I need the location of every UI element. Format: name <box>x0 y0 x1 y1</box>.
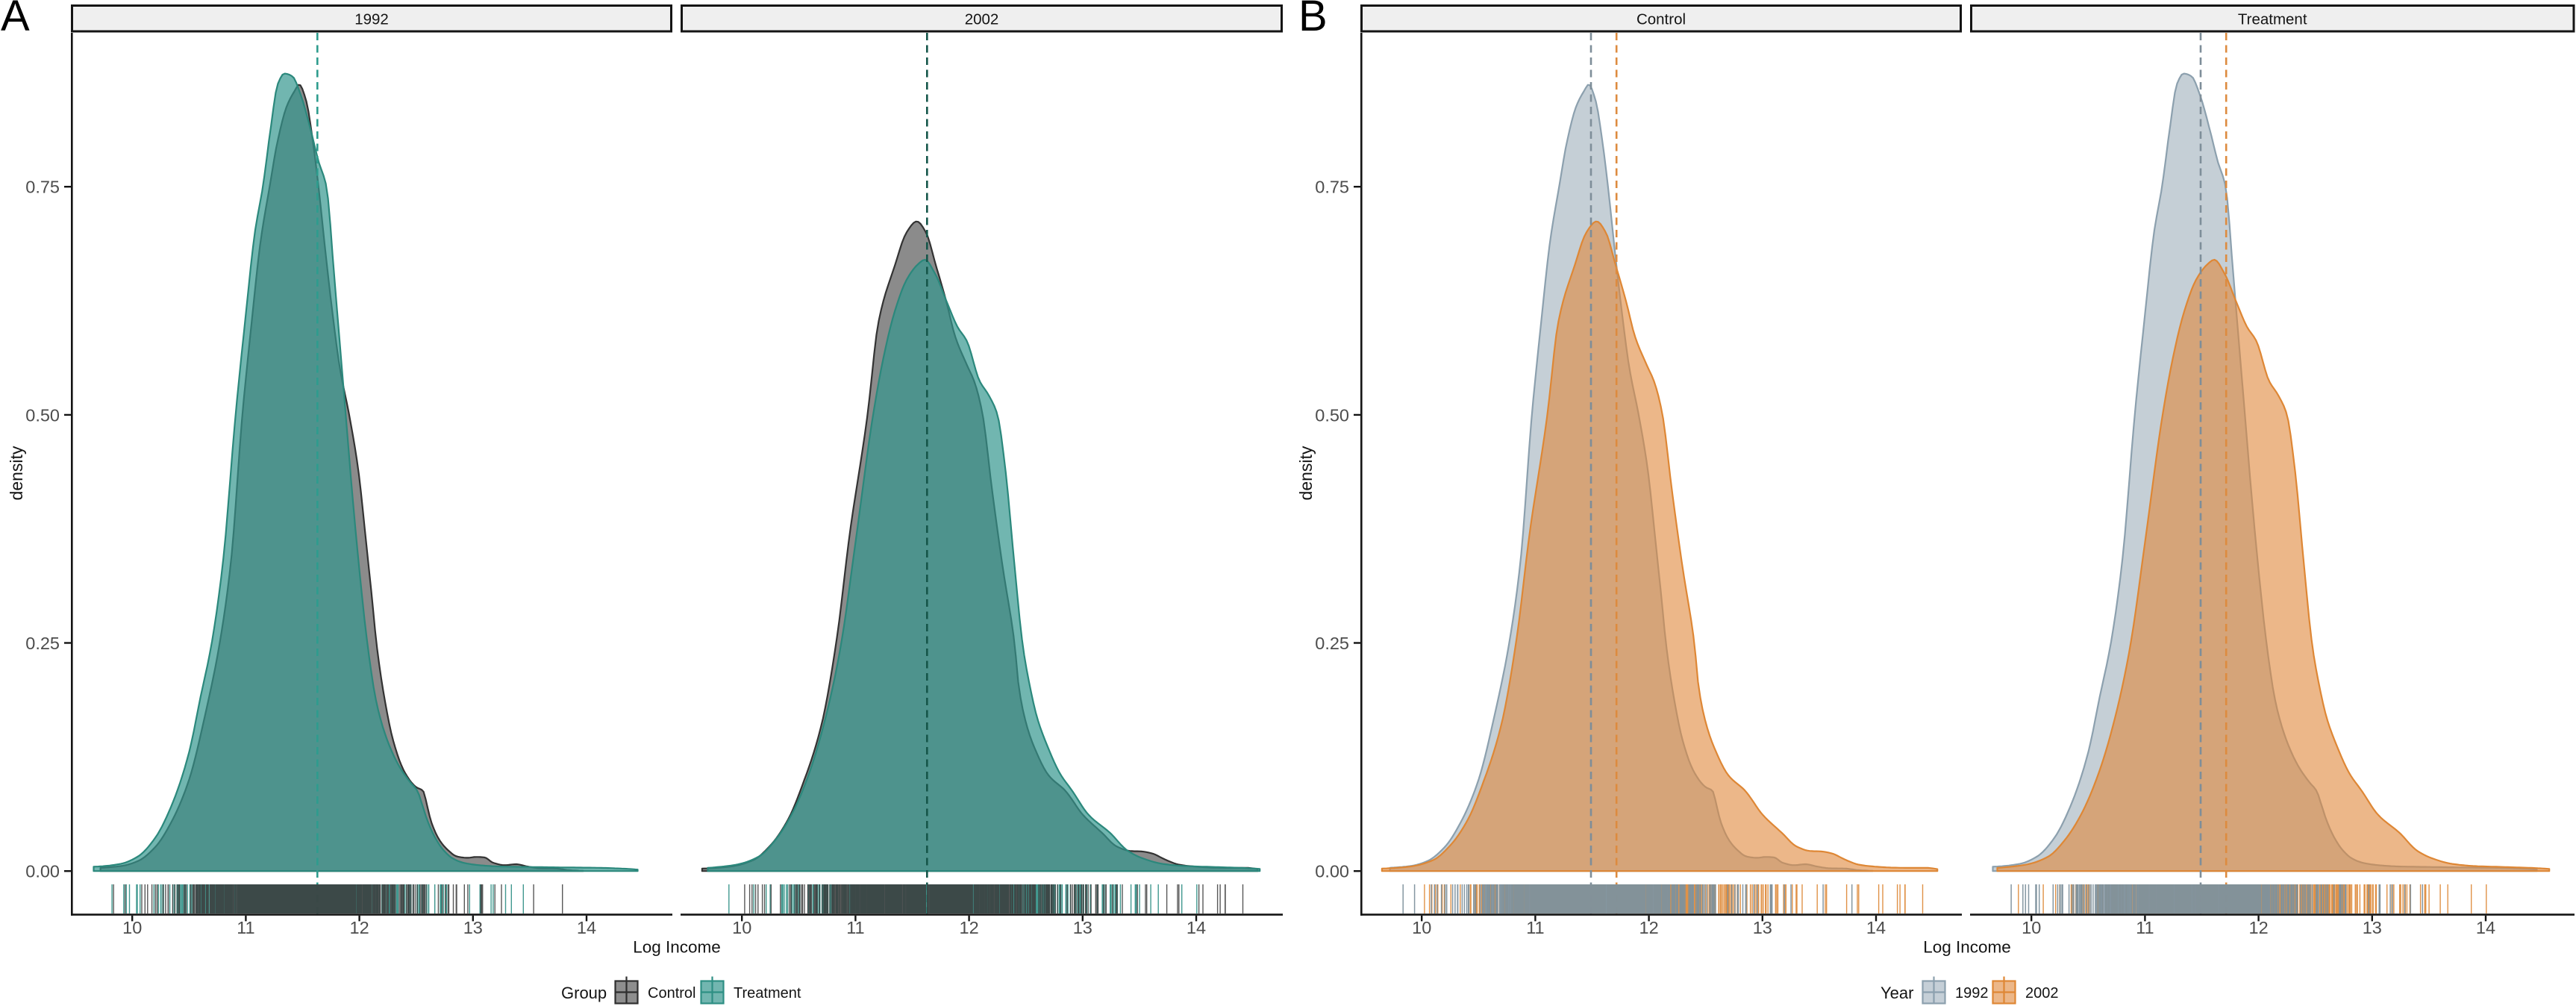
svg-text:density: density <box>1296 446 1316 500</box>
svg-text:14: 14 <box>1866 918 1886 937</box>
svg-text:0.50: 0.50 <box>1315 405 1349 425</box>
svg-text:13: 13 <box>463 918 483 937</box>
svg-text:B: B <box>1298 0 1328 40</box>
svg-text:14: 14 <box>2476 918 2495 937</box>
svg-text:0.00: 0.00 <box>1315 862 1349 881</box>
svg-text:0.75: 0.75 <box>1315 178 1349 197</box>
svg-text:14: 14 <box>577 918 596 937</box>
svg-text:0.00: 0.00 <box>25 862 60 881</box>
svg-text:2002: 2002 <box>2025 985 2059 1002</box>
svg-text:0.25: 0.25 <box>25 634 60 653</box>
svg-text:Treatment: Treatment <box>734 985 801 1002</box>
svg-text:A: A <box>1 0 30 40</box>
svg-text:0.75: 0.75 <box>25 178 60 197</box>
svg-text:14: 14 <box>1187 918 1206 937</box>
svg-text:13: 13 <box>1753 918 1772 937</box>
svg-text:Log Income: Log Income <box>633 938 721 957</box>
svg-text:11: 11 <box>2136 918 2154 937</box>
svg-text:11: 11 <box>1526 918 1544 937</box>
svg-text:Treatment: Treatment <box>2238 11 2307 28</box>
svg-text:11: 11 <box>237 918 254 937</box>
svg-text:13: 13 <box>2363 918 2382 937</box>
svg-text:Control: Control <box>648 985 695 1002</box>
svg-text:Group: Group <box>561 984 607 1002</box>
svg-text:0.25: 0.25 <box>1315 634 1349 653</box>
svg-text:10: 10 <box>1412 918 1431 937</box>
svg-text:10: 10 <box>122 918 142 937</box>
svg-text:0.50: 0.50 <box>25 405 60 425</box>
svg-text:Control: Control <box>1636 11 1686 28</box>
svg-text:12: 12 <box>350 918 369 937</box>
svg-text:11: 11 <box>846 918 864 937</box>
svg-text:12: 12 <box>960 918 979 937</box>
svg-text:10: 10 <box>732 918 751 937</box>
svg-text:12: 12 <box>2249 918 2269 937</box>
svg-text:density: density <box>7 446 26 500</box>
svg-text:Year: Year <box>1881 984 1913 1002</box>
svg-text:13: 13 <box>1073 918 1092 937</box>
svg-text:12: 12 <box>1639 918 1659 937</box>
svg-text:2002: 2002 <box>965 11 999 28</box>
svg-text:Log Income: Log Income <box>1923 938 2011 957</box>
svg-text:10: 10 <box>2022 918 2041 937</box>
svg-text:1992: 1992 <box>354 11 389 28</box>
svg-text:1992: 1992 <box>1955 985 1989 1002</box>
